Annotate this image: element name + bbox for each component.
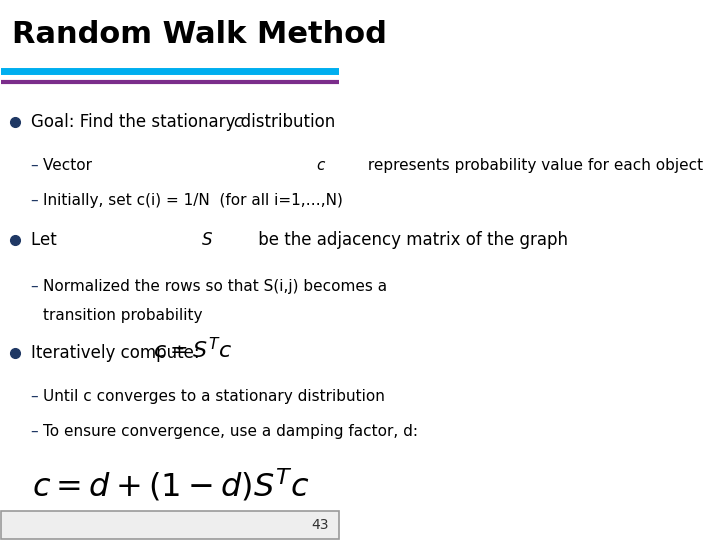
Text: c: c bbox=[316, 158, 325, 173]
Text: –: – bbox=[30, 193, 37, 208]
Text: –: – bbox=[30, 424, 37, 438]
FancyBboxPatch shape bbox=[1, 511, 339, 538]
Text: Let: Let bbox=[31, 232, 62, 249]
Text: $c = d + (1-d)S^T c$: $c = d + (1-d)S^T c$ bbox=[32, 467, 309, 503]
Text: 43: 43 bbox=[312, 518, 329, 532]
Text: transition probability: transition probability bbox=[43, 308, 202, 323]
Text: S: S bbox=[202, 232, 212, 249]
Text: –: – bbox=[30, 389, 37, 404]
Text: c: c bbox=[233, 113, 243, 131]
Text: –: – bbox=[30, 158, 37, 173]
Text: be the adjacency matrix of the graph: be the adjacency matrix of the graph bbox=[253, 232, 567, 249]
Text: Vector: Vector bbox=[43, 158, 96, 173]
Text: Iteratively compute:: Iteratively compute: bbox=[31, 345, 210, 362]
Text: Until c converges to a stationary distribution: Until c converges to a stationary distri… bbox=[43, 389, 384, 404]
Text: To ensure convergence, use a damping factor, d:: To ensure convergence, use a damping fac… bbox=[43, 424, 418, 438]
Text: represents probability value for each object: represents probability value for each ob… bbox=[363, 158, 703, 173]
Text: Initially, set c(i) = 1/N  (for all i=1,…,N): Initially, set c(i) = 1/N (for all i=1,…… bbox=[43, 193, 343, 208]
Text: Goal: Find the stationary distribution: Goal: Find the stationary distribution bbox=[31, 113, 341, 131]
Text: $c = S^T c$: $c = S^T c$ bbox=[153, 338, 232, 363]
Text: –: – bbox=[30, 279, 37, 294]
Text: Normalized the rows so that S(i,j) becomes a: Normalized the rows so that S(i,j) becom… bbox=[43, 279, 387, 294]
Text: Random Walk Method: Random Walk Method bbox=[12, 20, 387, 49]
